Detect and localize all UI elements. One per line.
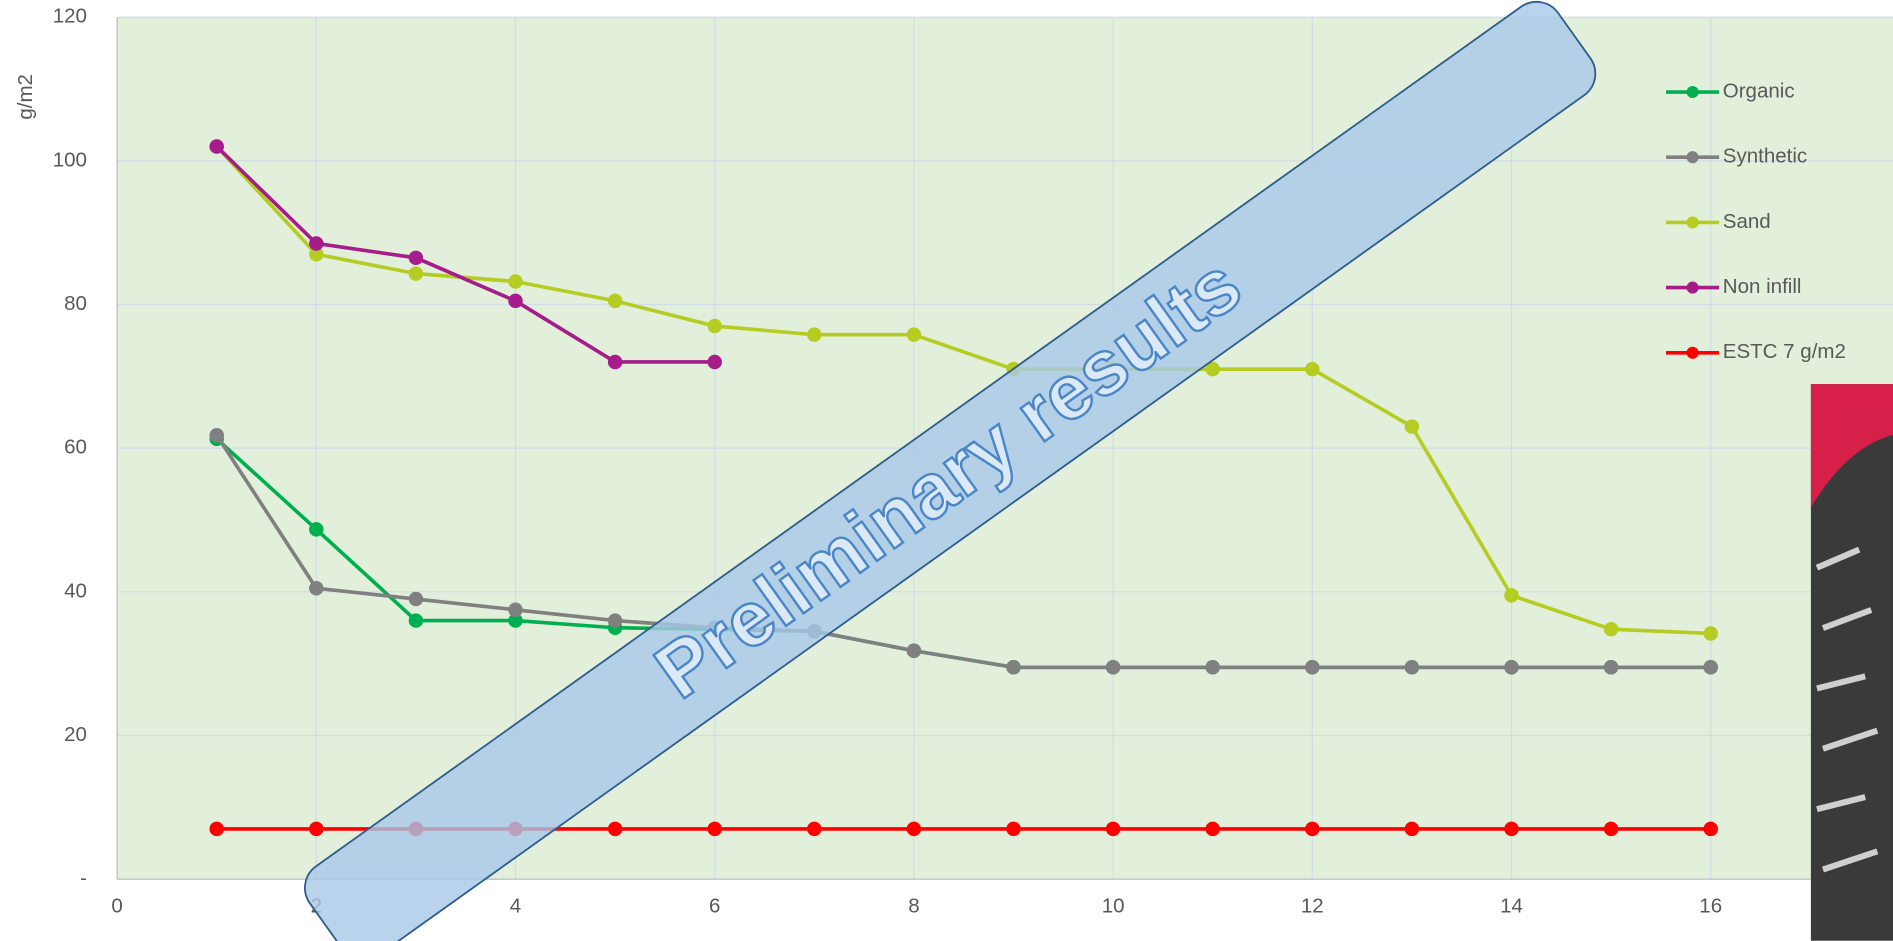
data-point [309, 580, 324, 596]
data-point [1305, 660, 1320, 675]
data-point [1504, 588, 1519, 603]
data-point [607, 354, 623, 370]
data-point [209, 139, 224, 154]
legend-label: Organic [1723, 79, 1795, 102]
data-point [1404, 821, 1420, 837]
data-point [408, 266, 424, 281]
data-point [508, 602, 523, 618]
x-tick-label: 14 [1500, 894, 1523, 917]
data-point [607, 821, 623, 837]
data-point [807, 821, 822, 837]
data-point [508, 613, 523, 628]
y-tick-label: 20 [64, 723, 87, 746]
data-point [906, 643, 922, 658]
x-tick-label: 16 [1699, 894, 1722, 917]
data-point [1703, 626, 1718, 641]
y-tick-label: 100 [53, 148, 87, 171]
data-point [906, 821, 922, 837]
data-point [1703, 660, 1718, 675]
photo [1810, 384, 1893, 941]
y-tick-label: 60 [64, 436, 87, 459]
data-point [1305, 361, 1320, 377]
series-line [215, 145, 715, 364]
data-point [707, 821, 722, 837]
data-point [1205, 660, 1220, 675]
x-tick-label: 6 [709, 894, 720, 917]
data-point [309, 246, 324, 262]
legend-label: Non infill [1723, 275, 1802, 298]
data-point [1404, 419, 1420, 434]
data-point [408, 250, 424, 266]
data-point [1205, 821, 1220, 837]
data-point [1504, 660, 1519, 675]
y-tick-label: 40 [64, 579, 87, 602]
data-point [1603, 621, 1619, 637]
data-point [807, 327, 822, 342]
data-point [1703, 821, 1718, 837]
data-point [1105, 660, 1121, 675]
data-point [607, 613, 623, 628]
data-point [309, 236, 324, 251]
x-tick-label: 10 [1102, 894, 1125, 917]
data-point [1603, 821, 1619, 837]
data-point [906, 327, 922, 342]
data-point [209, 821, 224, 837]
legend-marker [1686, 85, 1699, 99]
legend-marker [1686, 216, 1699, 229]
y-axis-label: g/m2 [14, 74, 37, 120]
legend-label: Synthetic [1723, 145, 1807, 168]
data-point [1404, 660, 1420, 675]
y-tick-label: 80 [64, 292, 87, 315]
data-point [1305, 821, 1320, 837]
legend-label: ESTC 7 g/m2 [1723, 340, 1846, 363]
data-point [309, 522, 324, 537]
data-point [1105, 821, 1121, 837]
y-tick-label: 120 [53, 5, 87, 28]
legend-marker [1686, 151, 1699, 164]
data-point [508, 293, 523, 309]
y-tick-label: - [80, 867, 87, 890]
legend-label: Sand [1723, 210, 1771, 233]
data-point [209, 427, 224, 443]
data-point [1603, 660, 1619, 675]
series-line [215, 434, 1711, 670]
data-point [707, 354, 722, 370]
data-point [607, 293, 623, 309]
x-tick-label: 12 [1301, 894, 1324, 917]
legend-marker [1686, 346, 1699, 359]
data-point [1205, 361, 1220, 377]
data-point [1504, 821, 1519, 837]
data-point [309, 821, 324, 837]
data-point [1006, 821, 1021, 837]
data-point [707, 318, 722, 334]
data-point [508, 274, 523, 289]
x-tick-label: 4 [510, 894, 521, 917]
data-point [408, 591, 424, 607]
x-tick-label: 0 [111, 894, 122, 917]
x-tick-label: 8 [908, 894, 919, 917]
data-point [1006, 660, 1021, 675]
legend-marker [1686, 281, 1699, 294]
data-point [408, 613, 424, 628]
annotation-box [304, 0, 1597, 941]
